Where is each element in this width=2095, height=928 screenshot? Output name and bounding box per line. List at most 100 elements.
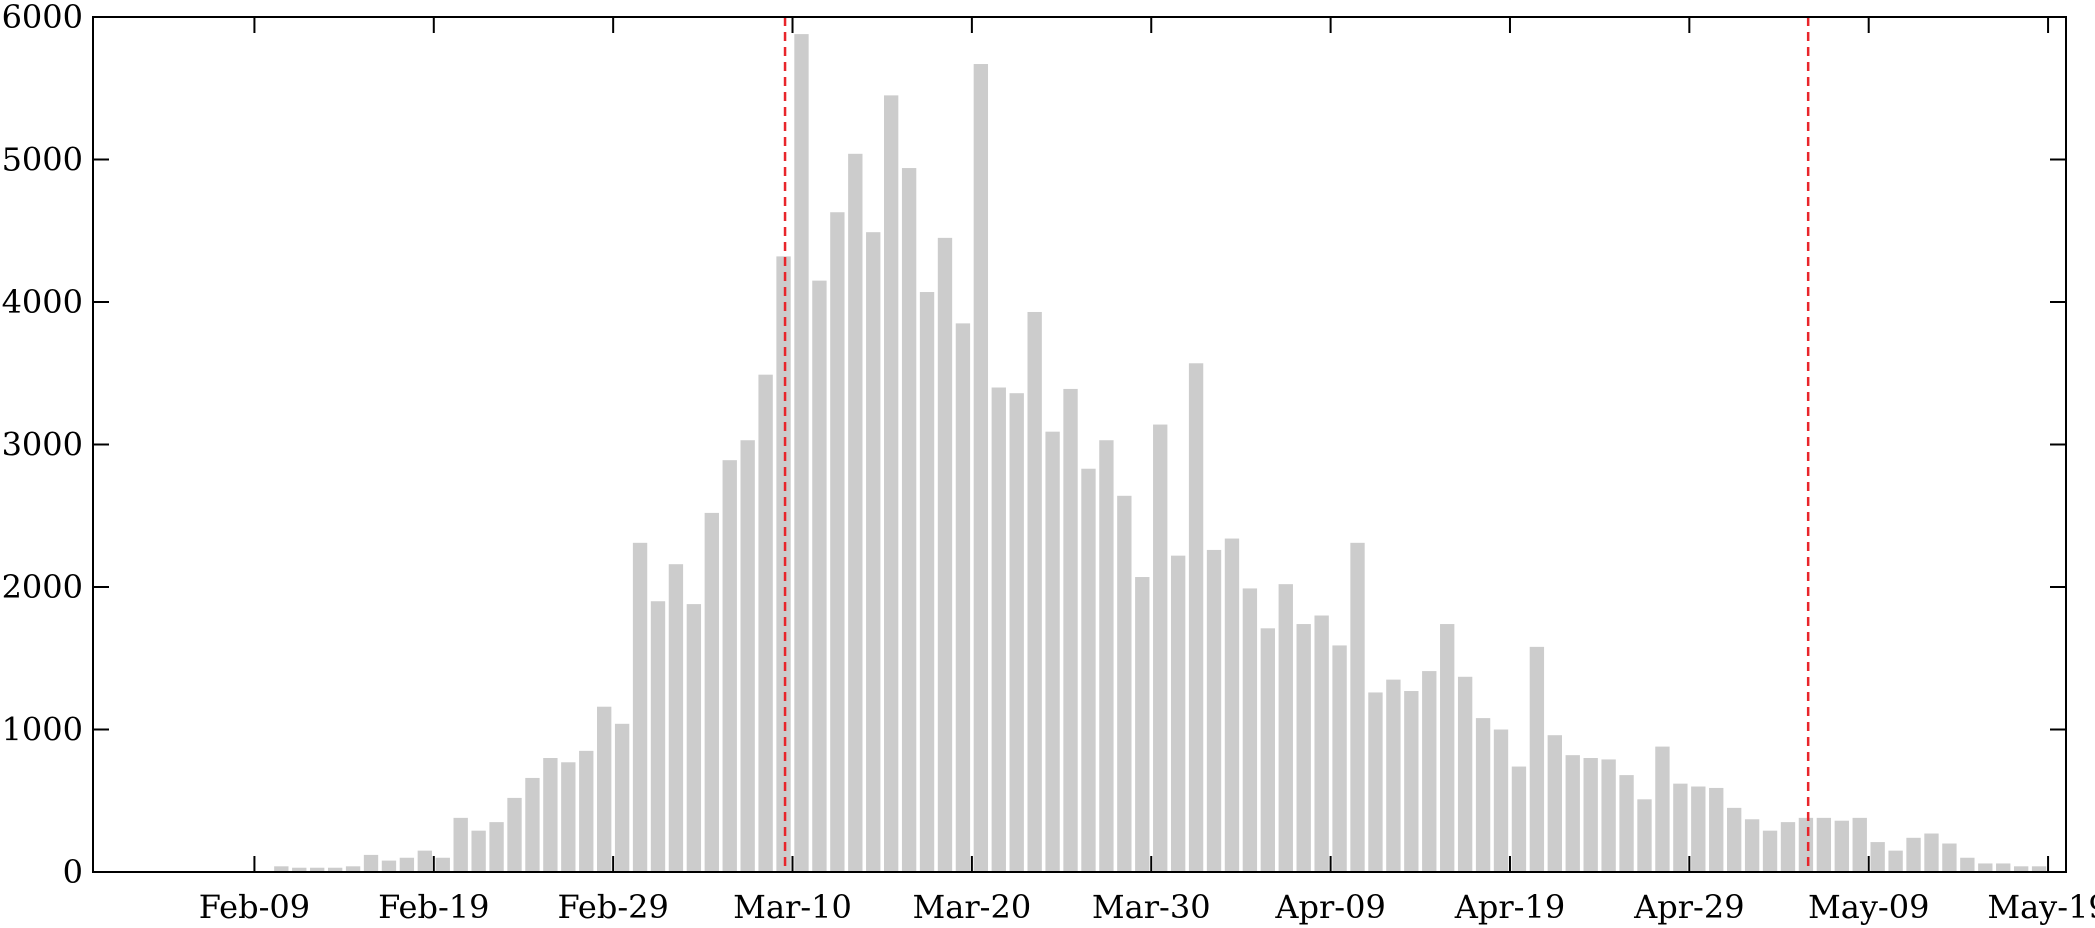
- bar: [292, 867, 307, 872]
- bar: [1314, 615, 1329, 872]
- bar: [1511, 766, 1527, 872]
- bar: [1583, 758, 1598, 872]
- y-tick-label: 4000: [2, 283, 83, 321]
- bar: [561, 762, 576, 872]
- x-tick-label: May-09: [1808, 888, 1929, 926]
- bar: [471, 830, 486, 872]
- bar: [830, 212, 845, 873]
- x-tick-label: Apr-19: [1454, 888, 1565, 926]
- y-tick-label: 6000: [2, 0, 83, 36]
- bar: [991, 387, 1006, 872]
- y-tick-label: 1000: [2, 711, 83, 749]
- bar: [650, 601, 666, 872]
- bar: [1996, 863, 2011, 872]
- bar: [1404, 691, 1419, 872]
- bar: [1906, 837, 1921, 872]
- bar: [1224, 538, 1240, 872]
- bar: [919, 292, 935, 872]
- bar: [794, 34, 809, 873]
- bar: [507, 797, 522, 872]
- bar: [1099, 440, 1114, 872]
- bar: [1350, 542, 1365, 872]
- bar: [1009, 393, 1024, 872]
- y-tick-label: 2000: [2, 568, 83, 606]
- bar: [1978, 863, 1993, 872]
- bar: [1027, 311, 1042, 873]
- bar: [722, 460, 737, 872]
- bar: [363, 854, 379, 872]
- bar: [937, 237, 953, 872]
- bar: [345, 866, 361, 872]
- x-tick-label: Mar-10: [733, 888, 852, 926]
- bar: [973, 64, 989, 872]
- bar: [1457, 676, 1473, 872]
- bar: [901, 168, 917, 873]
- bar: [2031, 866, 2047, 872]
- bar: [1655, 746, 1670, 872]
- bar: [1565, 755, 1580, 872]
- bar: [1960, 857, 1975, 872]
- bar: [1278, 584, 1293, 872]
- bar: [1637, 799, 1652, 872]
- bar: [1924, 833, 1939, 872]
- x-tick-label: Feb-09: [199, 888, 310, 926]
- x-tick-label: Feb-19: [378, 888, 489, 926]
- bar: [1888, 850, 1903, 872]
- y-tick-label: 3000: [2, 426, 83, 464]
- bar: [1117, 495, 1132, 872]
- bar: [883, 95, 899, 872]
- bar: [1081, 468, 1096, 872]
- bar: [1422, 671, 1437, 872]
- plot-frame: [92, 16, 2067, 873]
- bar: [1260, 628, 1276, 872]
- bar: [274, 866, 289, 872]
- bar: [1368, 692, 1383, 872]
- bar: [310, 867, 325, 872]
- bar: [668, 564, 684, 872]
- bar: [597, 706, 612, 872]
- bar: [614, 723, 630, 872]
- bar: [1529, 646, 1545, 872]
- bar: [632, 542, 648, 872]
- bar: [1834, 820, 1849, 872]
- bar: [1242, 588, 1258, 872]
- bar: [1386, 679, 1401, 872]
- bar: [1673, 783, 1688, 872]
- bar: [1063, 388, 1078, 872]
- bar: [1780, 822, 1796, 872]
- bar: [740, 440, 755, 872]
- bars: [94, 34, 2065, 873]
- bar: [1440, 624, 1455, 872]
- bar: [2013, 866, 2029, 872]
- bar: [1045, 431, 1060, 872]
- bar: [579, 750, 594, 872]
- bar: [525, 777, 540, 872]
- bar: [399, 857, 415, 872]
- bar: [1475, 718, 1491, 872]
- bar: [812, 280, 827, 872]
- bar: [848, 153, 863, 873]
- bar: [327, 867, 343, 872]
- bar: [543, 758, 558, 872]
- bar: [704, 512, 719, 872]
- bar: [381, 860, 397, 872]
- bar: [1816, 817, 1832, 872]
- bar: [776, 256, 791, 872]
- bar: [758, 374, 773, 872]
- bar: [1852, 817, 1867, 872]
- bar: [1332, 645, 1347, 872]
- bar: [1691, 786, 1706, 872]
- x-tick-label: Apr-29: [1633, 888, 1744, 926]
- bar: [1744, 819, 1760, 872]
- x-tick-label: Apr-09: [1274, 888, 1385, 926]
- bar: [686, 604, 702, 872]
- reference-lines: [783, 17, 1810, 872]
- bar: [1619, 775, 1634, 872]
- bar: [1798, 817, 1814, 872]
- bar: [1153, 424, 1168, 872]
- x-tick-label: Feb-29: [557, 888, 668, 926]
- bar: [1601, 759, 1616, 872]
- bar: [1547, 735, 1562, 872]
